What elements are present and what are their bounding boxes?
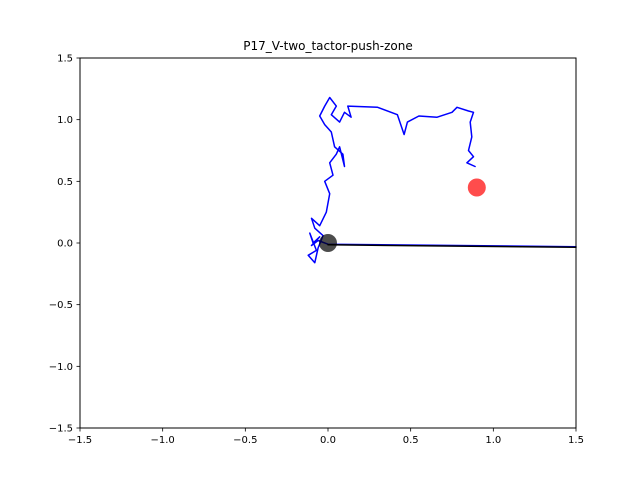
x-axis: −1.5 −1.0 −0.5 0.0 0.5 1.0 1.5 (68, 428, 584, 446)
plot-area (307, 96, 577, 264)
x-tick-label: −1.5 (68, 435, 92, 446)
x-tick-label: −0.5 (233, 435, 257, 446)
chart-title: P17_V-two_tactor-push-zone (243, 39, 412, 53)
x-tick-label: 0.0 (320, 435, 336, 446)
y-tick-label: 0.5 (57, 177, 73, 188)
x-tick-label: 0.5 (403, 435, 419, 446)
marker-1 (467, 178, 486, 197)
x-tick-label: −1.0 (151, 435, 175, 446)
x-tick-label: 1.0 (485, 435, 501, 446)
y-tick-label: −1.5 (49, 424, 73, 435)
y-tick-label: −1.0 (49, 362, 73, 373)
y-tick-label: −0.5 (49, 300, 73, 311)
y-tick-label: 0.0 (57, 239, 73, 250)
y-tick-label: 1.5 (57, 54, 73, 65)
y-axis: −1.5 −1.0 −0.5 0.0 0.5 1.0 1.5 (49, 54, 80, 435)
trajectory-series-0 (307, 96, 577, 264)
y-tick-label: 1.0 (57, 115, 73, 126)
x-tick-label: 1.5 (568, 435, 584, 446)
marker-0 (319, 234, 337, 252)
trajectory-series-1 (327, 244, 577, 249)
